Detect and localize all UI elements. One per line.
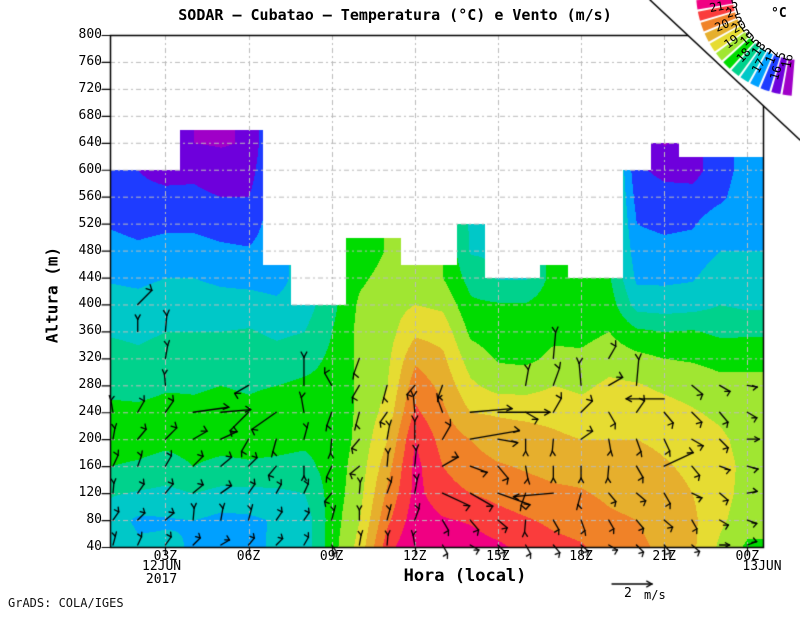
y-axis-tick-label: 360	[78, 323, 102, 339]
y-axis-tick-label: 320	[78, 350, 102, 366]
wind-scale-unit: m/s	[644, 588, 666, 602]
y-axis-tick-label: 560	[78, 188, 102, 204]
y-axis-tick-label: 440	[78, 269, 102, 285]
y-axis-tick-label: 480	[78, 242, 102, 258]
x-axis-tick-label: 00Z	[735, 549, 760, 564]
x-axis-tick-label: 18Z	[569, 549, 593, 564]
y-axis-tick-label: 40	[86, 539, 102, 554]
start-date-line1: 12JUN	[142, 559, 182, 574]
y-axis-tick-label: 80	[86, 512, 102, 528]
y-axis-tick-label: 200	[78, 431, 102, 447]
chart-title: SODAR – Cubatao – Temperatura (°C) e Ven…	[178, 6, 612, 24]
legend-value-label: 16	[779, 52, 796, 70]
start-date-line2: 2017	[145, 572, 178, 587]
y-axis-tick-label: 760	[78, 53, 102, 69]
y-axis-tick-label: 640	[78, 134, 102, 150]
y-axis-tick-label: 600	[78, 161, 102, 177]
y-axis-tick-label: 680	[78, 107, 102, 123]
y-axis-tick-label: 120	[78, 485, 102, 501]
legend-unit-label: °C	[771, 6, 787, 21]
x-axis-title: Hora (local)	[403, 566, 527, 586]
x-axis-tick-label: 12Z	[403, 549, 427, 564]
x-axis-tick-label: 21Z	[652, 549, 676, 564]
x-axis-tick-label: 03Z	[153, 549, 178, 564]
y-axis-tick-label: 800	[78, 27, 102, 42]
grads-credit: GrADS: COLA/IGES	[8, 596, 124, 610]
y-axis-tick-label: 400	[78, 296, 102, 312]
y-axis-tick-label: 720	[78, 80, 102, 96]
x-axis-tick-label: 06Z	[236, 549, 261, 564]
x-axis-end-date: 13JUN	[742, 559, 782, 574]
x-axis-tick-label: 15Z	[486, 549, 510, 564]
x-axis-tick-label: 09Z	[319, 549, 344, 564]
y-axis-tick-label: 240	[78, 404, 102, 420]
y-axis-tick-label: 160	[78, 458, 102, 474]
y-axis-tick-label: 280	[78, 377, 102, 393]
y-axis-tick-label: 520	[78, 215, 102, 231]
x-axis-start-date: 12JUN 2017	[142, 560, 181, 586]
wind-scale-value: 2	[624, 586, 632, 601]
